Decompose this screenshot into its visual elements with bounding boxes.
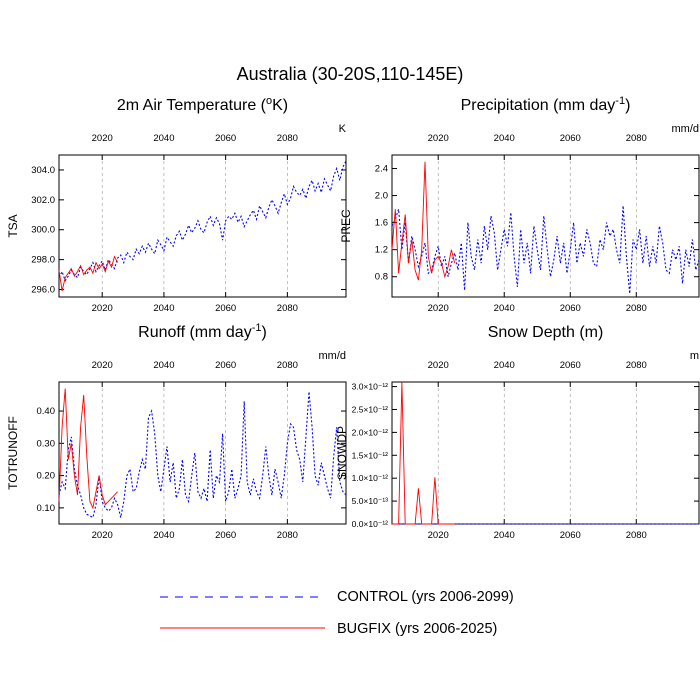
y-tick-label: 0.0×10⁻¹²	[352, 519, 389, 529]
x-tick-label-bottom: 2080	[277, 303, 298, 314]
x-tick-label-top: 2060	[215, 133, 236, 144]
units-label: mm/d	[319, 350, 347, 362]
chart-title-runoff: Runoff (mm day-1)	[138, 322, 267, 341]
y-tick-label: 1.2	[375, 245, 388, 256]
series-line-control	[58, 391, 347, 519]
x-tick-label-top: 2080	[277, 360, 298, 371]
chart-title-snowdp: Snow Depth (m)	[488, 324, 604, 341]
x-tick-label-bottom: 2020	[428, 303, 449, 314]
figure-title: Australia (30-20S,110-145E)	[237, 64, 464, 84]
x-tick-label-top: 2060	[560, 133, 581, 144]
y-tick-label: 1.5×10⁻¹²	[352, 450, 389, 460]
chart-title-tsa: 2m Air Temperature (oK)	[117, 95, 288, 114]
x-tick-label-top: 2060	[560, 360, 581, 371]
panel-snow-depth: Snow Depth (m) 2020 2040 2060 2080 2020 2040 20…	[335, 324, 700, 541]
legend-control-label: CONTROL (yrs 2006-2099)	[337, 589, 514, 605]
legend-bugfix-label: BUGFIX (yrs 2006-2025)	[337, 621, 497, 637]
x-tick-label-top: 2040	[153, 133, 174, 144]
y-tick-label: 298.0	[31, 255, 55, 266]
y-axis-label: SNOWDP	[335, 426, 349, 480]
x-tick-label-top: 2060	[215, 360, 236, 371]
x-tick-label-top: 2020	[92, 133, 113, 144]
y-tick-label: 3.0×10⁻¹²	[352, 382, 389, 392]
y-tick-label: 2.0	[375, 191, 388, 202]
panel-precipitation: Precipitation (mm day-1) 2020 2040 2060 2080…	[339, 95, 700, 314]
units-label: K	[339, 123, 347, 135]
plot-frame	[58, 381, 347, 525]
y-tick-label: 1.0×10⁻¹²	[352, 473, 389, 483]
y-tick-label: 300.0	[31, 225, 55, 236]
y-axis-label: TOTRUNOFF	[6, 416, 20, 490]
x-tick-label-bottom: 2020	[92, 303, 113, 314]
x-tick-label-top: 2020	[428, 133, 449, 144]
x-tick-label-bottom: 2040	[153, 530, 174, 541]
x-tick-label-bottom: 2060	[215, 303, 236, 314]
series-line-bugfix	[392, 381, 455, 525]
y-tick-label: 0.10	[37, 503, 56, 514]
x-tick-label-top: 2080	[277, 133, 298, 144]
series-line-control	[58, 160, 347, 282]
y-tick-label: 1.6	[375, 218, 388, 229]
y-tick-label: 0.20	[37, 471, 56, 482]
x-tick-label-top: 2040	[494, 133, 515, 144]
units-label: m	[690, 350, 699, 362]
x-tick-label-bottom: 2060	[560, 303, 581, 314]
y-tick-label: 0.30	[37, 438, 56, 449]
plot-frame	[58, 154, 347, 298]
series-line-bugfix	[58, 388, 118, 510]
x-tick-label-top: 2020	[92, 360, 113, 371]
x-tick-label-bottom: 2080	[626, 530, 647, 541]
y-tick-label: 2.4	[375, 164, 388, 175]
y-tick-label: 304.0	[31, 165, 55, 176]
y-tick-label: 5.0×10⁻¹³	[352, 496, 389, 506]
series-line-bugfix	[391, 161, 456, 281]
y-tick-label: 2.0×10⁻¹²	[352, 427, 389, 437]
x-tick-label-bottom: 2040	[153, 303, 174, 314]
x-tick-label-top: 2040	[494, 360, 515, 371]
y-tick-label: 296.0	[31, 285, 55, 296]
chart-title-prec: Precipitation (mm day-1)	[461, 95, 631, 114]
series-line-control	[391, 205, 700, 294]
x-tick-label-top: 2080	[626, 133, 647, 144]
y-tick-label: 0.40	[37, 406, 56, 417]
series-line-bugfix	[58, 255, 118, 292]
y-axis-label: PREC	[339, 209, 353, 243]
x-tick-label-top: 2080	[626, 360, 647, 371]
x-tick-label-bottom: 2020	[428, 530, 449, 541]
x-tick-label-bottom: 2020	[92, 530, 113, 541]
legend: CONTROL (yrs 2006-2099) BUGFIX (yrs 2006…	[160, 589, 514, 637]
y-tick-label: 0.8	[375, 272, 388, 283]
x-tick-label-bottom: 2060	[215, 530, 236, 541]
x-tick-label-bottom: 2080	[277, 530, 298, 541]
x-tick-label-top: 2020	[428, 360, 449, 371]
y-axis-label: TSA	[6, 214, 20, 237]
y-tick-label: 302.0	[31, 195, 55, 206]
x-tick-label-bottom: 2080	[626, 303, 647, 314]
x-tick-label-bottom: 2040	[494, 530, 515, 541]
x-tick-label-bottom: 2040	[494, 303, 515, 314]
x-tick-label-top: 2040	[153, 360, 174, 371]
y-tick-label: 2.5×10⁻¹²	[352, 404, 389, 414]
panel-runoff: Runoff (mm day-1) 2020 2040 2060 2080 2020 204…	[6, 322, 347, 541]
x-tick-label-bottom: 2060	[560, 530, 581, 541]
units-label: mm/d	[672, 123, 700, 135]
panel-air-temperature: 2m Air Temperature (oK) 2020 2040 2060 2080 2…	[6, 95, 347, 314]
